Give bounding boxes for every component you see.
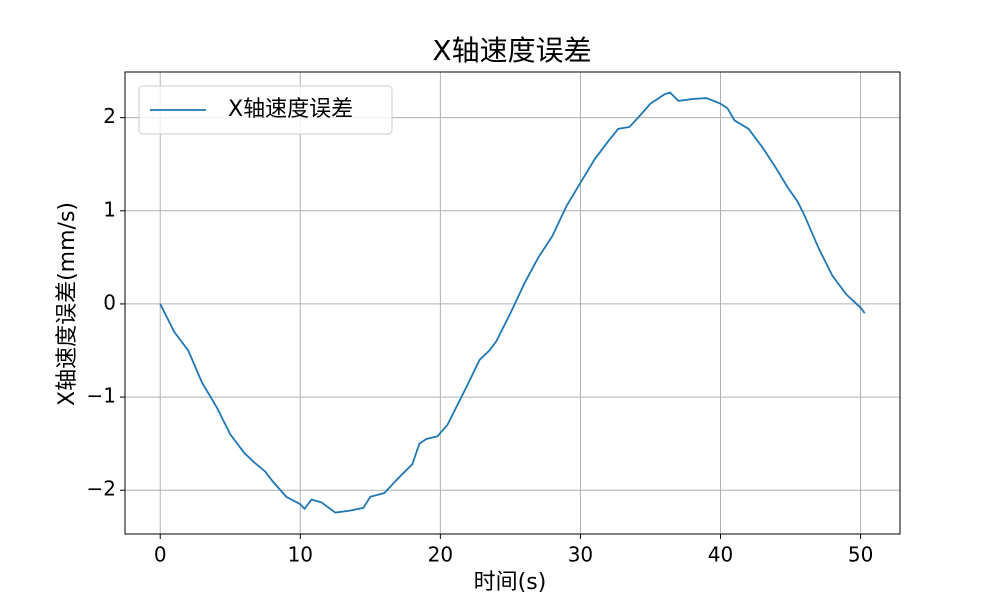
- x-tick-label: 0: [154, 543, 167, 567]
- y-tick-label: 2: [103, 104, 116, 128]
- y-tick-label: −1: [87, 384, 116, 408]
- y-tick-label: 0: [103, 290, 116, 314]
- x-tick-label: 40: [708, 543, 733, 567]
- chart-title: X轴速度误差: [432, 34, 591, 67]
- x-tick-label: 30: [568, 543, 593, 567]
- legend-label: X轴速度误差: [228, 97, 353, 122]
- y-tick-label: −2: [87, 477, 116, 501]
- x-tick-label: 20: [428, 543, 453, 567]
- y-tick-label: 1: [103, 197, 116, 221]
- y-axis-label: X轴速度误差(mm/s): [55, 202, 80, 406]
- data-line: [159, 91, 866, 514]
- plot-frame: [124, 71, 901, 535]
- x-tick-label: 10: [288, 543, 313, 567]
- x-axis-label: 时间(s): [474, 570, 547, 595]
- legend-box: [138, 85, 393, 135]
- x-tick-label: 50: [848, 543, 873, 567]
